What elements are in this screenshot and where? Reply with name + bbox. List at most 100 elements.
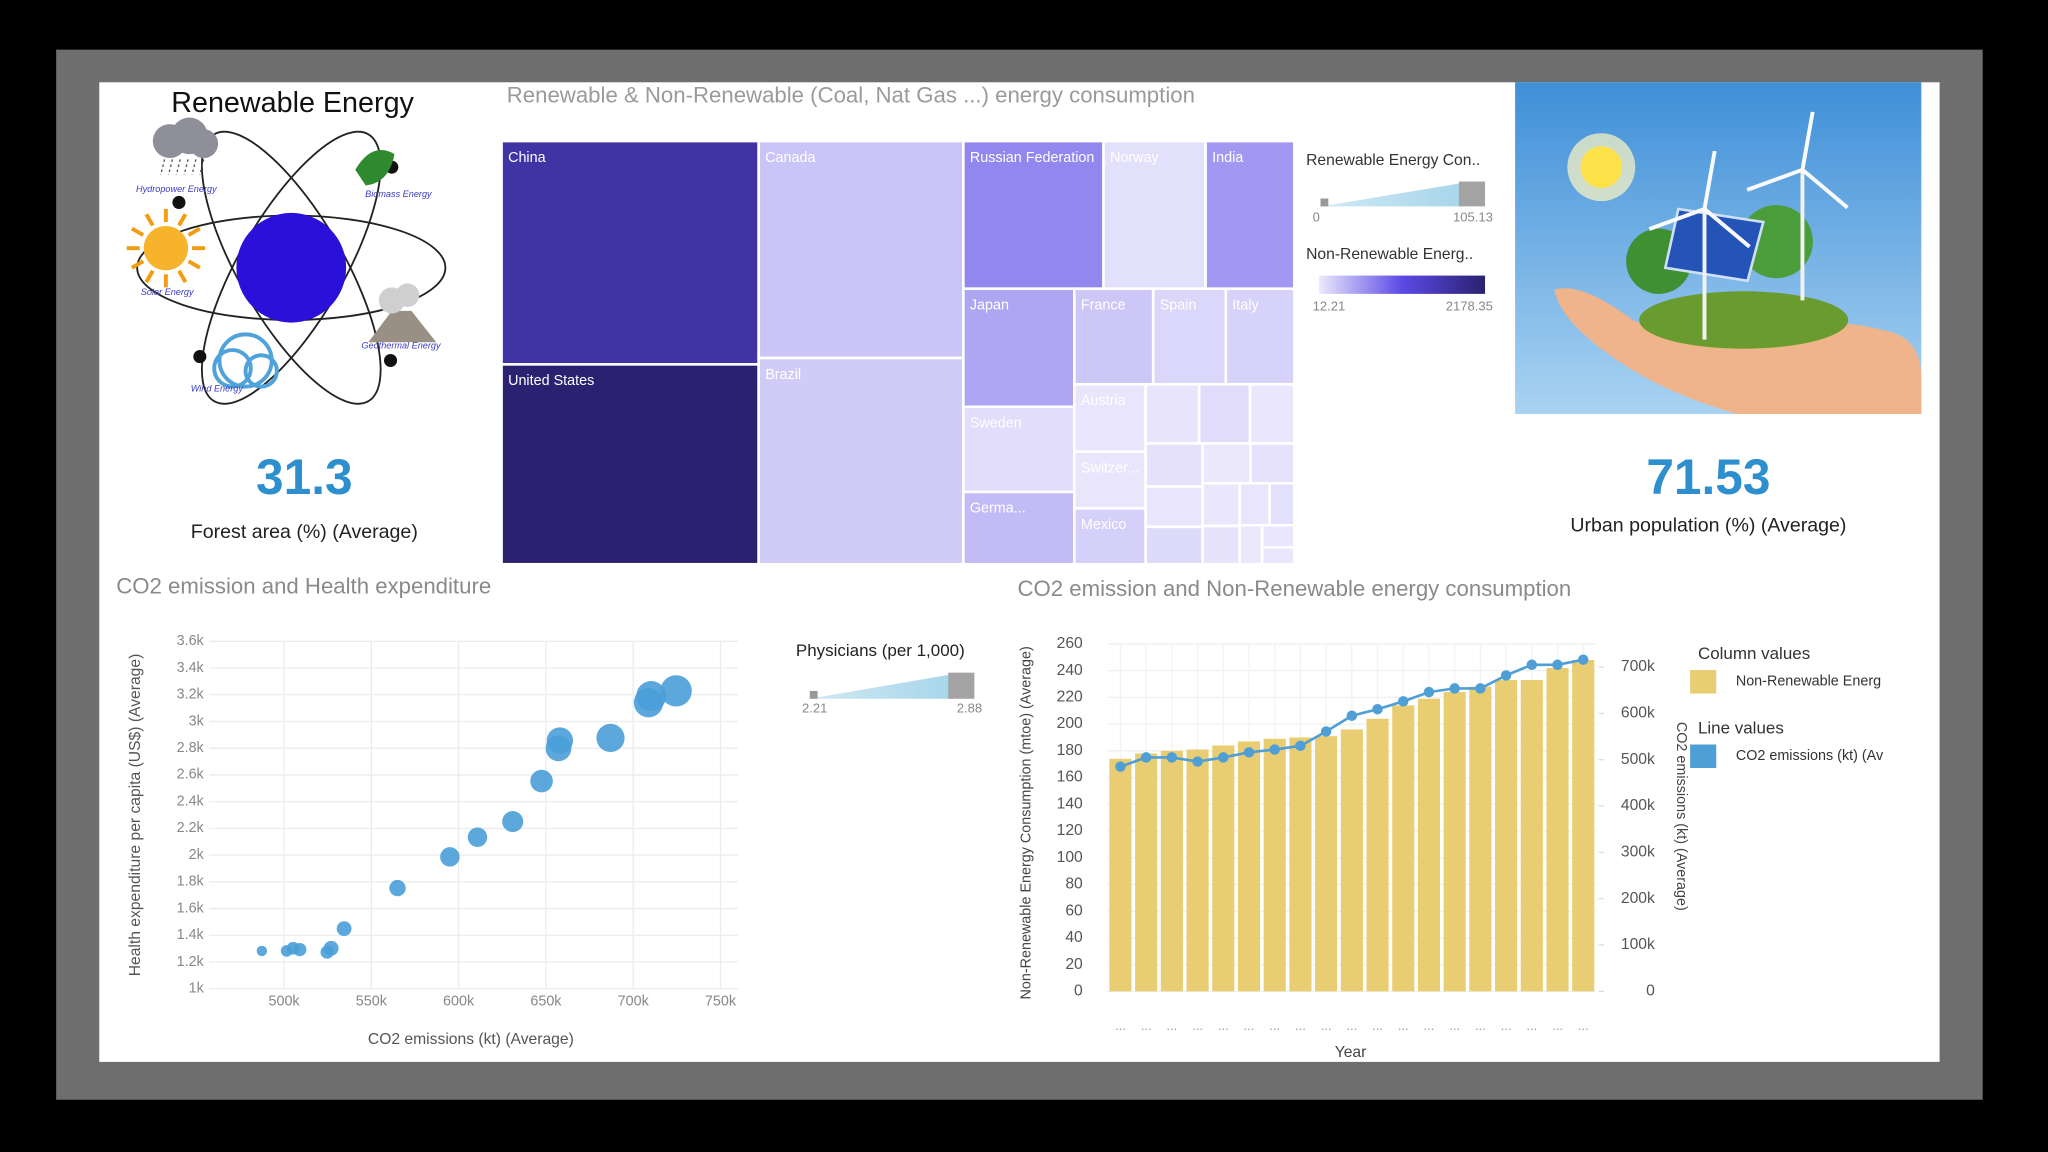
bar <box>1109 758 1132 992</box>
scatter-point <box>502 811 524 833</box>
x-tick-label: ... <box>1295 1018 1306 1033</box>
y-tick-label: 1.6k <box>177 900 205 916</box>
treemap-cell <box>962 139 1105 291</box>
chart-title: CO2 emission and Non-Renewable energy co… <box>1017 576 1571 601</box>
legend-label: 2.88 <box>957 701 982 716</box>
y-tick-label: 0 <box>1074 982 1083 999</box>
x-axis-title: CO2 emissions (kt) (Average) <box>368 1031 574 1048</box>
kpi-value: 31.3 <box>256 449 353 505</box>
treemap-label: Austria <box>1081 393 1126 409</box>
y-tick-label: 180 <box>1057 742 1083 759</box>
line-marker <box>1552 659 1563 670</box>
turbine-blade <box>1702 150 1717 210</box>
line-marker <box>1578 654 1589 665</box>
x-tick-label: ... <box>1552 1018 1563 1033</box>
treemap-cell <box>1238 481 1271 527</box>
kpi-label: Forest area (%) (Average) <box>191 521 418 543</box>
x-tick-label: 750k <box>705 994 737 1010</box>
bar <box>1469 686 1492 992</box>
size-legend-start <box>1320 198 1329 207</box>
treemap-cell <box>1201 442 1252 485</box>
scatter-point <box>636 681 667 712</box>
legend-label: 105.13 <box>1453 210 1493 225</box>
y-tick-label: 260 <box>1057 635 1083 652</box>
treemap-label: Russian Federation <box>970 150 1095 166</box>
turbine-blade <box>1746 167 1804 192</box>
y-tick-label: 2.4k <box>177 793 205 809</box>
bar <box>1495 679 1518 992</box>
scatter-point <box>546 727 574 754</box>
sun-ray <box>177 213 188 227</box>
y-tick-label: 1.8k <box>177 874 205 890</box>
electron <box>384 353 398 368</box>
chart-title: Renewable & Non-Renewable (Coal, Nat Gas… <box>507 83 1195 108</box>
treemap-cell <box>1260 523 1296 549</box>
y-tick-label: 160 <box>1057 769 1083 786</box>
treemap-cell <box>500 139 760 366</box>
chart-title: CO2 emission and Health expenditure <box>116 574 491 599</box>
sun <box>143 225 189 271</box>
line-marker <box>1269 744 1280 755</box>
x-tick-label: ... <box>1475 1018 1486 1033</box>
scatter-point <box>293 942 307 957</box>
y-tick-label: 60 <box>1065 902 1083 919</box>
line-marker <box>1320 726 1332 737</box>
illustration-label: Wind Energy <box>191 384 245 394</box>
treemap-label: Sweden <box>970 416 1022 432</box>
y-tick-label: 3.4k <box>177 660 205 676</box>
treemap-cell <box>962 287 1076 409</box>
sun-ray <box>187 226 201 237</box>
line-marker <box>1166 752 1178 763</box>
treemap-label: Switzer... <box>1081 460 1139 476</box>
wind <box>212 348 253 389</box>
x-tick-label: ... <box>1166 1018 1177 1033</box>
x-tick-label: ... <box>1218 1018 1229 1033</box>
y-tick-label: 2.6k <box>177 767 205 783</box>
treemap-cell <box>1073 507 1147 566</box>
line-marker <box>1140 752 1152 763</box>
x-tick-label: ... <box>1192 1018 1203 1033</box>
x-tick-label: ... <box>1449 1018 1460 1033</box>
y2-axis-title: CO2 emissions (kt) (Average) <box>1673 722 1689 911</box>
y-tick-label: 220 <box>1057 689 1083 706</box>
x-tick-label: ... <box>1141 1018 1152 1033</box>
y-tick-label: 100 <box>1057 849 1083 866</box>
treemap-cell <box>1073 287 1155 386</box>
legend-label: 12.21 <box>1313 298 1346 313</box>
y2-tick-label: 0 <box>1646 982 1655 999</box>
scatter-point <box>323 940 339 956</box>
turbine-blade <box>1801 168 1849 210</box>
x-tick-label: ... <box>1372 1018 1383 1033</box>
treemap-label: India <box>1212 150 1243 166</box>
treemap-cell <box>1249 442 1296 485</box>
treemap-cell <box>1073 450 1147 510</box>
turbine-blade <box>1800 111 1815 171</box>
x-tick-label: 550k <box>356 994 388 1010</box>
bar <box>1263 738 1286 992</box>
treemap-cell <box>1144 382 1201 445</box>
line-marker <box>1115 761 1126 772</box>
treemap-label: Norway <box>1110 150 1159 166</box>
x-tick-label: 600k <box>443 994 475 1010</box>
y-tick-label: 40 <box>1065 929 1083 946</box>
scatter-point <box>530 769 553 793</box>
bar <box>1237 741 1261 992</box>
y-tick-label: 80 <box>1065 876 1083 893</box>
line-marker <box>1526 659 1538 670</box>
x-tick-label: 700k <box>618 994 650 1010</box>
bar <box>1392 705 1415 992</box>
line-marker <box>1500 670 1512 681</box>
y-tick-label: 20 <box>1065 956 1083 973</box>
legend-swatch <box>1690 670 1717 694</box>
bar <box>1340 729 1363 992</box>
y2-tick-label: 700k <box>1621 658 1655 675</box>
bar <box>1443 692 1466 992</box>
y2-tick-label: 100k <box>1621 936 1655 953</box>
y2-tick-label: 500k <box>1621 751 1655 768</box>
y-axis-title: Health expenditure per capita (US$) (Ave… <box>127 654 144 977</box>
bar <box>1366 718 1389 992</box>
x-tick-label: 650k <box>530 994 562 1010</box>
leaf <box>355 150 395 186</box>
y-tick-label: 1.2k <box>177 954 205 970</box>
